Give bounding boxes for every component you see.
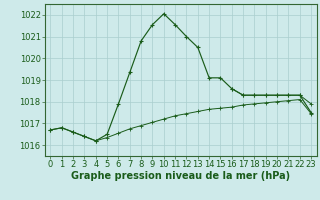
X-axis label: Graphe pression niveau de la mer (hPa): Graphe pression niveau de la mer (hPa) [71, 171, 290, 181]
